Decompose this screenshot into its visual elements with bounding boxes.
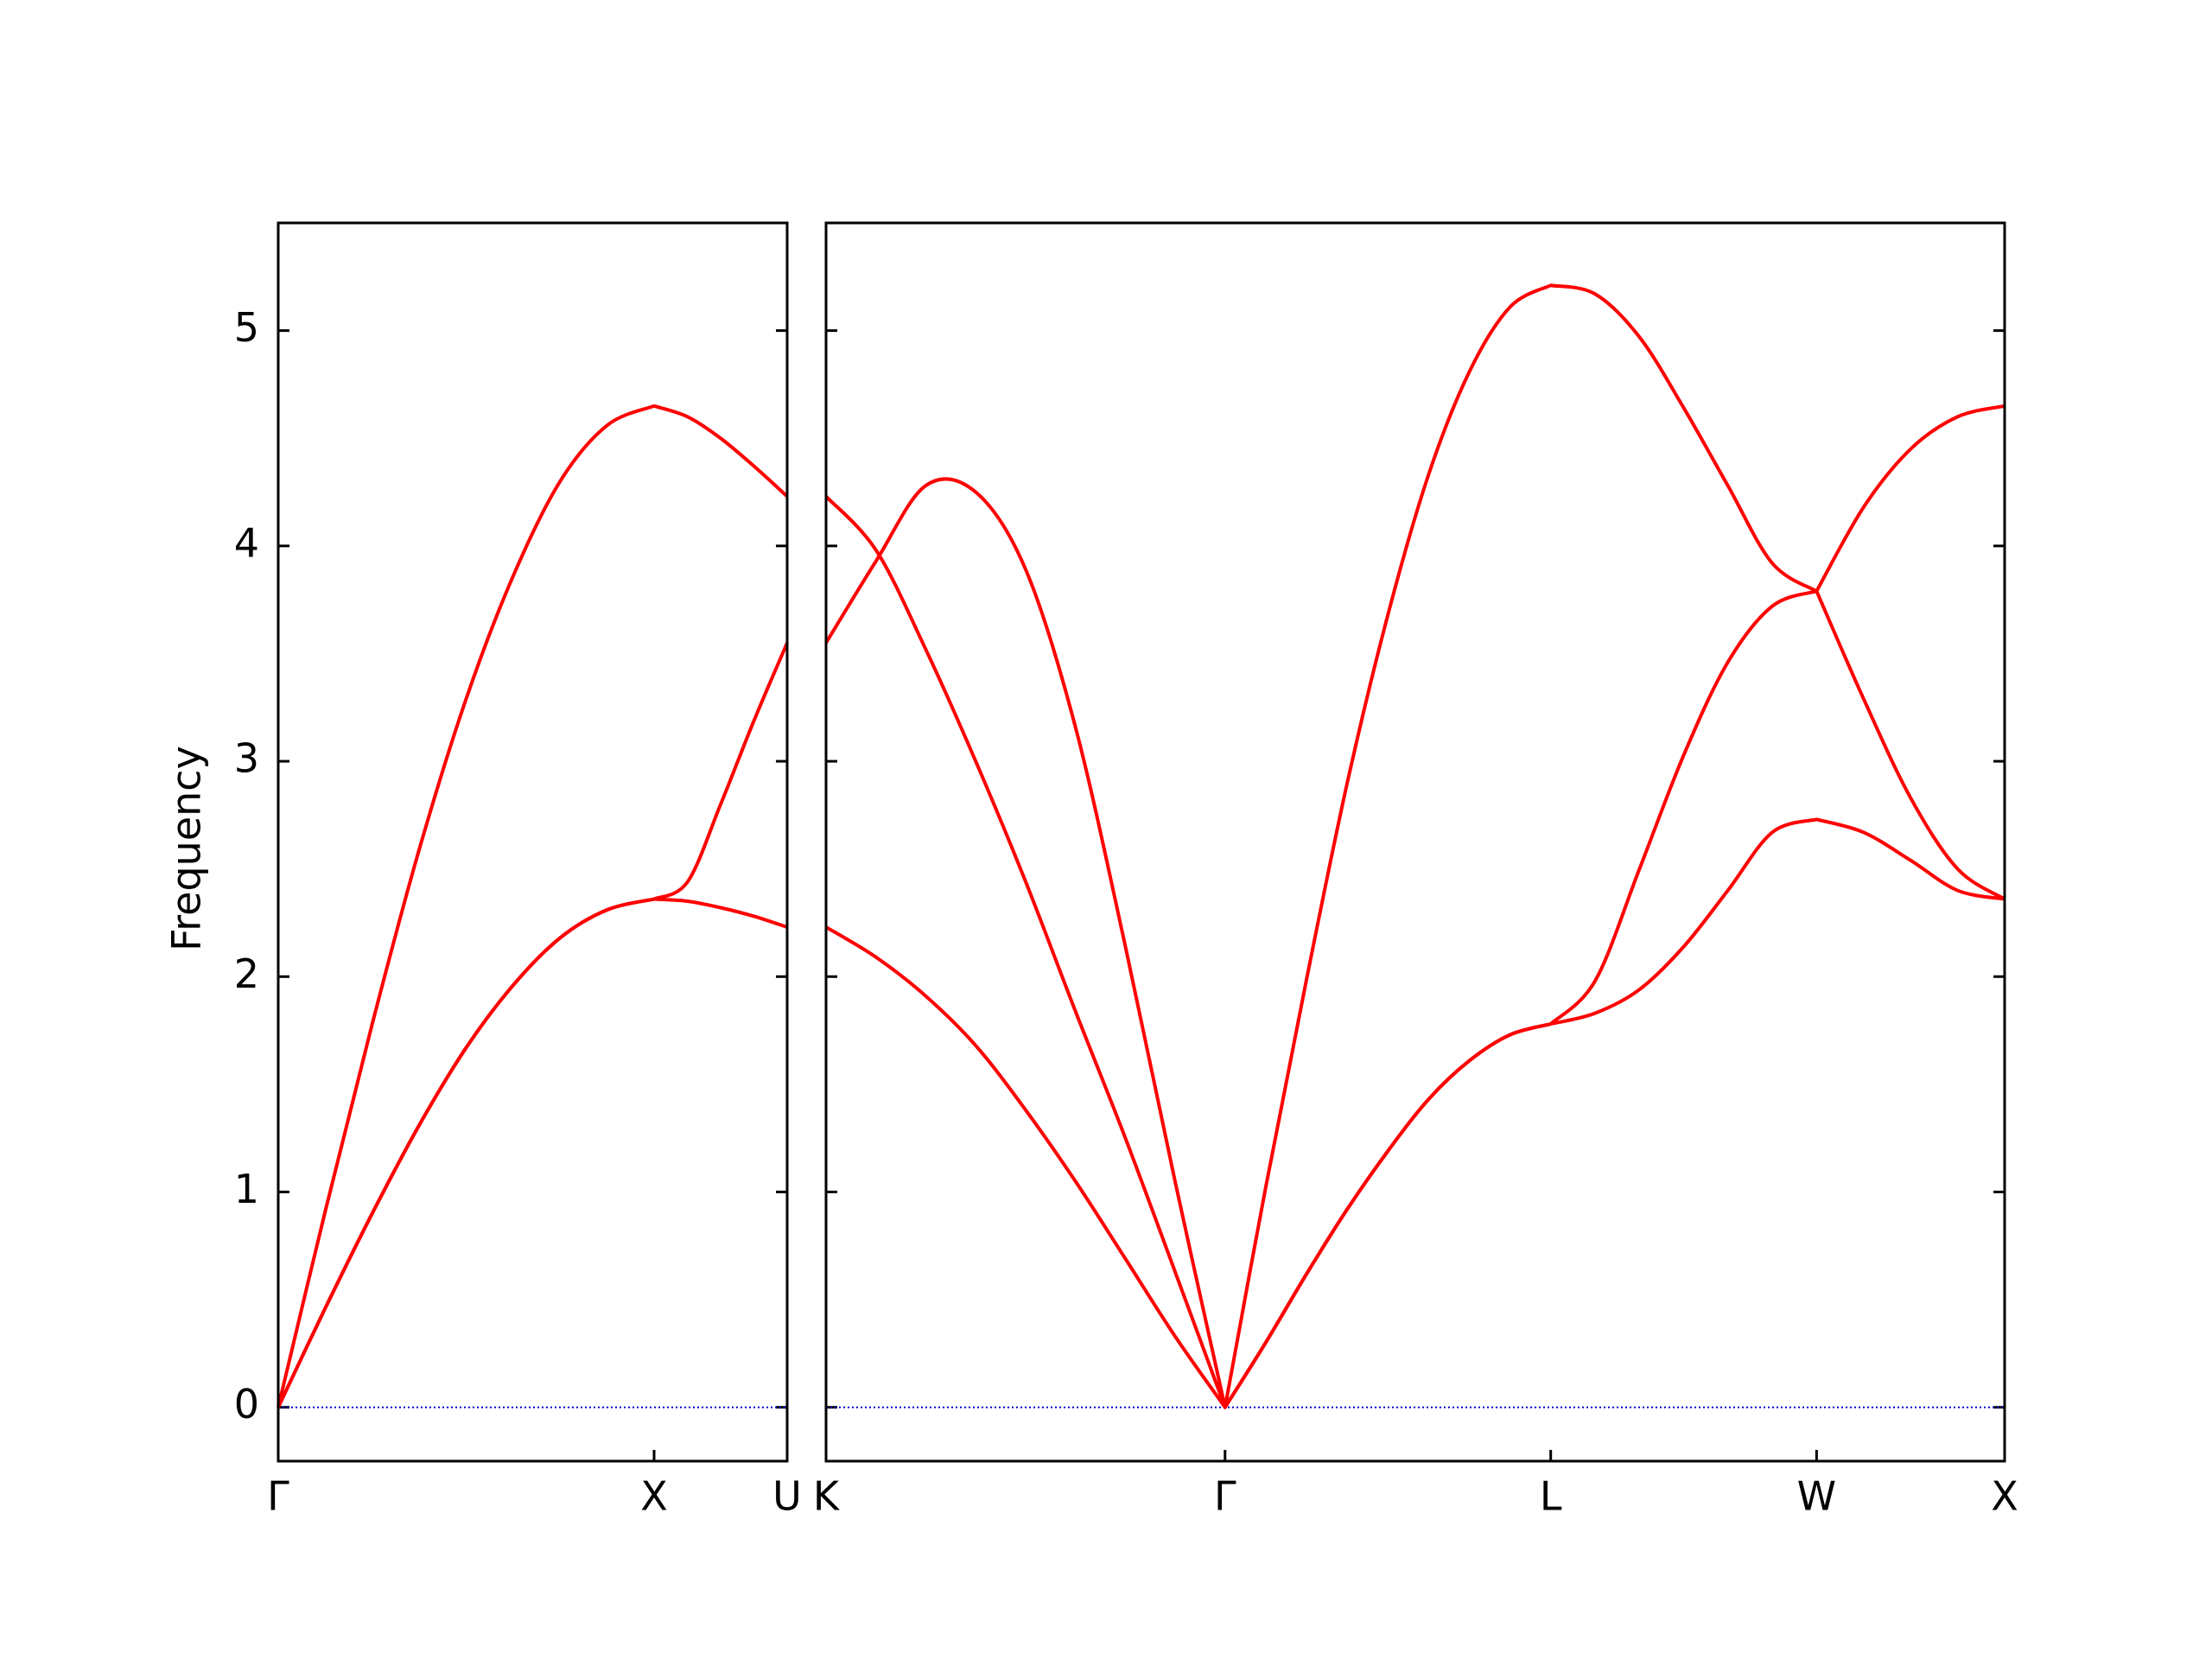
- y-tick-label: 3: [234, 735, 259, 782]
- x-tick-label: X: [1991, 1473, 2018, 1520]
- band-line: [276, 897, 788, 1408]
- band-line: [276, 404, 789, 1408]
- plot-frame: [276, 221, 789, 1463]
- x-tick-label: Γ: [267, 1473, 289, 1520]
- x-tick-label: X: [640, 1473, 668, 1520]
- y-tick-label: 4: [234, 519, 259, 566]
- plot-frame: [824, 221, 2006, 1463]
- y-tick-label: 2: [234, 950, 259, 997]
- y-tick-label: 0: [234, 1381, 259, 1427]
- x-tick-label: K: [813, 1473, 841, 1520]
- y-tick-label: 5: [234, 304, 259, 351]
- y-tick-label: 1: [234, 1166, 259, 1212]
- x-tick-label: W: [1797, 1473, 1836, 1520]
- x-tick-label: L: [1540, 1473, 1562, 1520]
- band-line: [276, 642, 789, 1408]
- band-line: [824, 283, 2006, 1409]
- x-tick-label: Γ: [1214, 1473, 1236, 1520]
- x-tick-label: U: [772, 1473, 802, 1520]
- band-line: [824, 404, 2005, 1409]
- y-axis-label: Frequency: [163, 746, 210, 951]
